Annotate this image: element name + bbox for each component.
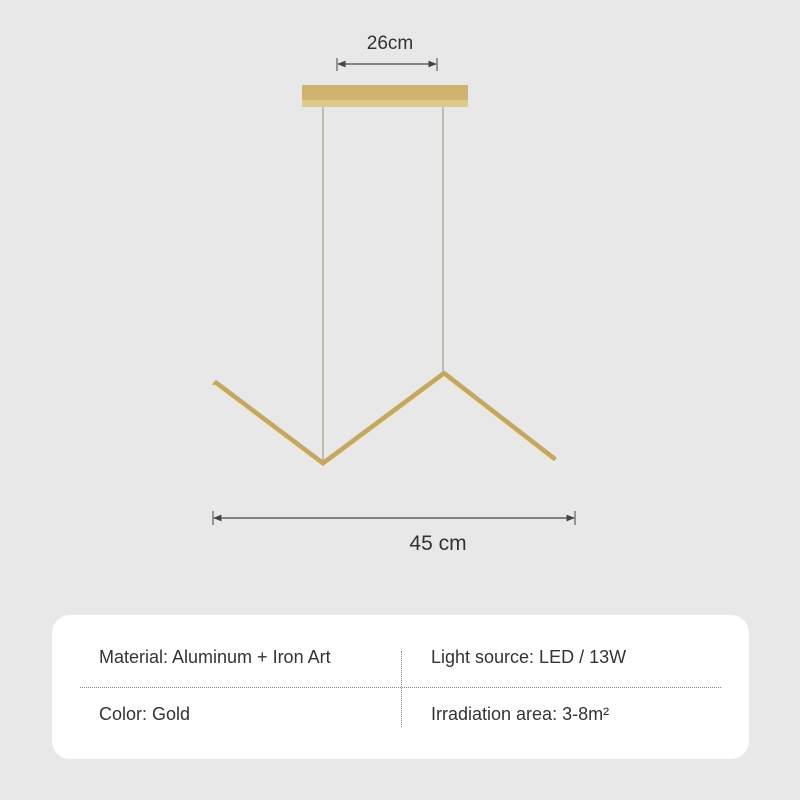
spec-card: Material: Aluminum + Iron Art Light sour… bbox=[52, 615, 749, 759]
total-width-label: 45 cm bbox=[409, 532, 467, 555]
row-divider bbox=[80, 687, 721, 688]
spec-color: Color: Gold bbox=[99, 704, 191, 724]
spec-irradiation-area: Irradiation area: 3-8m² bbox=[431, 704, 610, 724]
spec-material: Material: Aluminum + Iron Art bbox=[99, 647, 331, 667]
top-width-label: 26cm bbox=[366, 33, 414, 54]
column-divider bbox=[401, 651, 402, 727]
suspension-wires bbox=[322, 107, 444, 462]
top-dimension-arrow bbox=[336, 58, 438, 71]
zigzag-light-bar bbox=[212, 371, 557, 468]
spec-light-source: Light source: LED / 13W bbox=[431, 647, 627, 667]
bottom-dimension-arrow bbox=[212, 511, 576, 525]
ceiling-canopy bbox=[302, 85, 468, 107]
